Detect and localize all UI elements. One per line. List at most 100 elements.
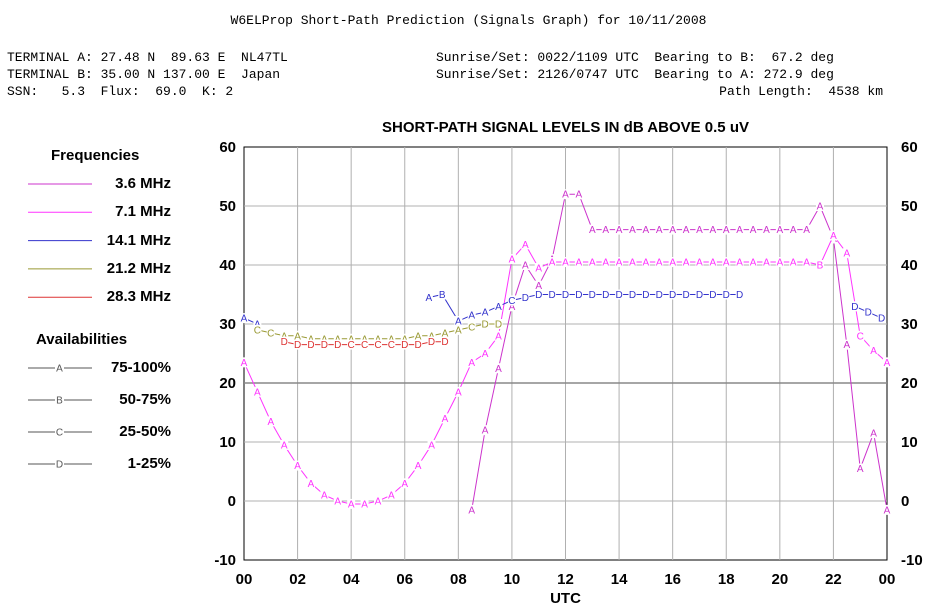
data-point: C: [388, 340, 395, 351]
x-tick-label: 10: [504, 571, 521, 588]
marker-bg: [775, 224, 784, 235]
legend-frequency-label: 14.1 MHz: [106, 231, 171, 249]
marker-bg: [695, 257, 704, 268]
data-point: A: [763, 225, 770, 236]
data-point: B: [817, 261, 824, 272]
marker-bg: [467, 504, 476, 515]
legend-availability-letter: B: [56, 396, 63, 407]
marker-bg: [735, 289, 744, 300]
y-tick-label-left: 20: [219, 375, 236, 392]
x-tick-label: 02: [289, 571, 306, 588]
marker-bg: [789, 257, 798, 268]
marker-bg: [877, 313, 886, 324]
marker-bg: [521, 260, 530, 270]
legend-availability-label: 50-75%: [119, 391, 171, 408]
data-point: A: [482, 426, 489, 437]
marker-bg: [467, 357, 476, 368]
data-point: A: [629, 258, 636, 269]
data-point: A: [790, 258, 797, 269]
marker-bg: [481, 348, 490, 359]
marker-bg: [641, 224, 650, 235]
marker-bg: [481, 307, 490, 318]
data-point: C: [254, 325, 261, 336]
data-point: A: [294, 461, 301, 472]
marker-bg: [360, 498, 369, 509]
marker-bg: [387, 339, 396, 350]
page-title: W6ELProp Short-Path Prediction (Signals …: [230, 13, 707, 28]
marker-bg: [507, 301, 516, 312]
marker-bg: [373, 496, 382, 506]
data-point: A: [696, 258, 703, 269]
y-tick-label-left: 40: [219, 257, 236, 274]
data-point: A: [710, 258, 717, 269]
data-point: A: [576, 190, 583, 201]
marker-bg: [414, 460, 423, 471]
x-tick-label: 20: [771, 571, 788, 588]
data-point: B: [439, 290, 446, 301]
marker-bg: [856, 330, 865, 341]
marker-bg: [280, 330, 289, 341]
marker-bg: [574, 189, 583, 200]
data-point: A: [750, 258, 757, 269]
data-point: A: [267, 417, 274, 428]
data-point: D: [535, 290, 542, 301]
data-point: A: [415, 331, 422, 342]
marker-bg: [320, 339, 329, 350]
marker-bg: [548, 289, 557, 300]
marker-bg: [789, 224, 798, 235]
data-point: A: [803, 225, 810, 236]
data-point: A: [348, 499, 355, 510]
data-point: A: [562, 258, 569, 269]
marker-bg: [615, 289, 624, 300]
marker-bg: [306, 478, 315, 489]
marker-bg: [387, 490, 396, 501]
marker-bg: [574, 289, 583, 300]
marker-bg: [842, 339, 851, 350]
marker-bg: [641, 257, 650, 268]
y-tick-label-left: 30: [219, 316, 236, 333]
marker-bg: [507, 254, 516, 265]
marker-bg: [735, 257, 744, 268]
marker-bg: [682, 289, 691, 300]
legend-frequency-label: 7.1 MHz: [115, 203, 171, 221]
marker-bg: [864, 307, 873, 318]
data-point: A: [750, 225, 757, 236]
data-point: A: [710, 225, 717, 236]
marker-bg: [494, 301, 503, 312]
legend-letter-bg: [55, 459, 64, 469]
data-point: A: [254, 387, 261, 398]
chart-title: SHORT-PATH SIGNAL LEVELS IN dB ABOVE 0.5…: [382, 119, 749, 136]
marker-bg: [668, 257, 677, 268]
marker-bg: [293, 330, 302, 341]
marker-bg: [360, 339, 369, 350]
marker-bg: [574, 257, 583, 268]
data-point: A: [241, 314, 248, 325]
marker-bg: [850, 301, 859, 312]
data-point: D: [615, 290, 622, 301]
x-tick-label: 12: [557, 571, 574, 588]
marker-bg: [641, 289, 650, 300]
x-tick-label: 14: [611, 571, 628, 588]
marker-bg: [561, 289, 570, 300]
marker-bg: [320, 490, 329, 501]
data-point: D: [428, 337, 435, 348]
data-point: A: [241, 358, 248, 369]
data-point: A: [426, 293, 433, 304]
data-point: C: [348, 340, 355, 351]
marker-bg: [722, 289, 731, 300]
marker-bg: [467, 310, 476, 321]
data-point: A: [455, 325, 462, 336]
marker-bg: [802, 257, 811, 268]
marker-bg: [521, 239, 530, 250]
legend-availability-label: 25-50%: [119, 423, 171, 440]
marker-bg: [240, 313, 248, 324]
data-point: A: [843, 249, 850, 260]
ssn-flux-line: SSN: 5.3 Flux: 69.0 K: 2: [7, 84, 234, 99]
marker-bg: [762, 224, 771, 235]
data-point: A: [509, 302, 516, 313]
marker-bg: [293, 339, 302, 350]
data-point: A: [803, 258, 810, 269]
marker-bg: [816, 201, 825, 211]
marker-bg: [424, 292, 433, 303]
